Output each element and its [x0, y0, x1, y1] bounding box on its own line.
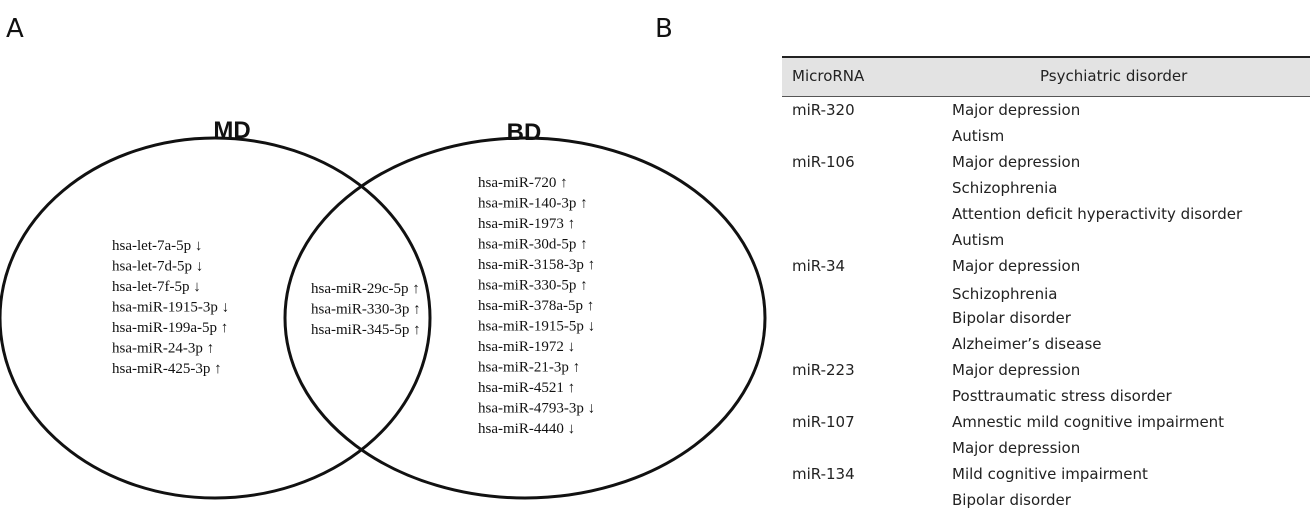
mirna-item: hsa-miR-720 ↑: [478, 175, 568, 191]
venn-diagram: MD BD hsa-let-7a-5p ↓hsa-let-7d-5p ↓hsa-…: [0, 117, 767, 500]
table-row: Major depression: [782, 439, 1310, 463]
mirna-item: hsa-miR-199a-5p ↑: [112, 320, 228, 336]
mirna-item: hsa-miR-425-3p ↑: [112, 361, 222, 377]
cell-disorder: Alzheimer’s disease: [952, 335, 1102, 353]
table-row: Posttraumatic stress disorder: [782, 387, 1310, 411]
table-row: Autism: [782, 127, 1310, 151]
table-row: Attention deficit hyperactivity disorder: [782, 205, 1310, 229]
mirna-item: hsa-miR-1973 ↑: [478, 216, 575, 232]
mirna-item: hsa-miR-4521 ↑: [478, 380, 575, 396]
cell-disorder: Attention deficit hyperactivity disorder: [952, 205, 1243, 223]
cell-disorder: Mild cognitive impairment: [952, 465, 1148, 483]
mirna-item: hsa-miR-378a-5p ↑: [478, 298, 594, 314]
mirna-item: hsa-miR-345-5p ↑: [311, 322, 421, 338]
table-row: miR-134 Mild cognitive impairment: [782, 465, 1310, 489]
cell-disorder: Schizophrenia: [952, 285, 1058, 303]
bd-set-label: BD: [507, 119, 542, 146]
header-psychiatric-disorder: Psychiatric disorder: [1040, 67, 1188, 85]
mirna-item: hsa-let-7a-5p ↓: [112, 238, 202, 254]
cell-disorder: Major depression: [952, 153, 1081, 171]
cell-disorder: Schizophrenia: [952, 179, 1058, 197]
cell-disorder: Bipolar disorder: [952, 491, 1071, 509]
mirna-item: hsa-miR-3158-3p ↑: [478, 257, 595, 273]
cell-microrna: miR-223: [792, 361, 855, 379]
mirna-item: hsa-miR-30d-5p ↑: [478, 237, 588, 253]
mirna-item: hsa-miR-4440 ↓: [478, 421, 575, 437]
table-row: Bipolar disorder: [782, 491, 1310, 515]
mirna-item: hsa-let-7f-5p ↓: [112, 279, 201, 295]
cell-microrna: miR-134: [792, 465, 855, 483]
cell-microrna: miR-34: [792, 257, 846, 275]
cell-disorder: Autism: [952, 231, 1005, 249]
md-set-ellipse: [0, 136, 432, 500]
panel-label-b: B: [655, 14, 673, 44]
bd-only-list: hsa-miR-720 ↑ hsa-miR-140-3p ↑ hsa-miR-197…: [478, 175, 595, 437]
table-row: Schizophrenia: [782, 285, 1310, 309]
mirna-item: hsa-let-7d-5p ↓: [112, 259, 203, 275]
cell-disorder: Bipolar disorder: [952, 309, 1071, 327]
shared-list: hsa-miR-29c-5p ↑ hsa-miR-330-3p ↑ hsa-miR-…: [311, 281, 421, 338]
cell-disorder: Major depression: [952, 361, 1081, 379]
cell-microrna: miR-320: [792, 101, 855, 119]
table-row: Autism: [782, 231, 1310, 255]
table-row: miR-34 Major depression: [782, 257, 1310, 281]
cell-disorder: Major depression: [952, 257, 1081, 275]
cell-disorder: Major depression: [952, 101, 1081, 119]
bd-set-ellipse: [283, 136, 767, 500]
mirna-item: hsa-miR-1915-5p ↓: [478, 319, 595, 335]
md-set-label: MD: [213, 117, 250, 144]
table-row: Alzheimer’s disease: [782, 335, 1310, 359]
mirna-item: hsa-miR-140-3p ↑: [478, 196, 588, 212]
table-row: Schizophrenia: [782, 179, 1310, 203]
table-row: miR-223 Major depression: [782, 361, 1310, 385]
cell-disorder: Posttraumatic stress disorder: [952, 387, 1172, 405]
mirna-item: hsa-miR-24-3p ↑: [112, 341, 214, 357]
mirna-item: hsa-miR-330-5p ↑: [478, 278, 588, 294]
mirna-disorder-table: MicroRNA Psychiatric disorder miR-320 Maj…: [782, 56, 1310, 509]
md-only-list: hsa-let-7a-5p ↓ hsa-let-7d-5p ↓ hsa-let-7f…: [112, 238, 229, 377]
cell-microrna: miR-107: [792, 413, 855, 431]
header-microrna: MicroRNA: [792, 67, 865, 85]
table-row: miR-106 Major depression: [782, 153, 1310, 177]
panel-label-a: A: [6, 14, 24, 44]
mirna-item: hsa-miR-4793-3p ↓: [478, 401, 595, 417]
cell-disorder: Amnestic mild cognitive impairment: [952, 413, 1225, 431]
mirna-item: hsa-miR-1915-3p ↓: [112, 300, 229, 316]
cell-disorder: Autism: [952, 127, 1005, 145]
mirna-item: hsa-miR-330-3p ↑: [311, 302, 421, 318]
table-row: miR-320 Major depression: [782, 101, 1310, 125]
mirna-item: hsa-miR-29c-5p ↑: [311, 281, 420, 297]
table-row: miR-107 Amnestic mild cognitive impairmen…: [782, 413, 1310, 437]
cell-disorder: Major depression: [952, 439, 1081, 457]
mirna-item: hsa-miR-1972 ↓: [478, 339, 575, 355]
cell-microrna: miR-106: [792, 153, 855, 171]
table-header: MicroRNA Psychiatric disorder: [782, 56, 1310, 97]
mirna-item: hsa-miR-21-3p ↑: [478, 360, 580, 376]
table-row: Bipolar disorder: [782, 309, 1310, 333]
